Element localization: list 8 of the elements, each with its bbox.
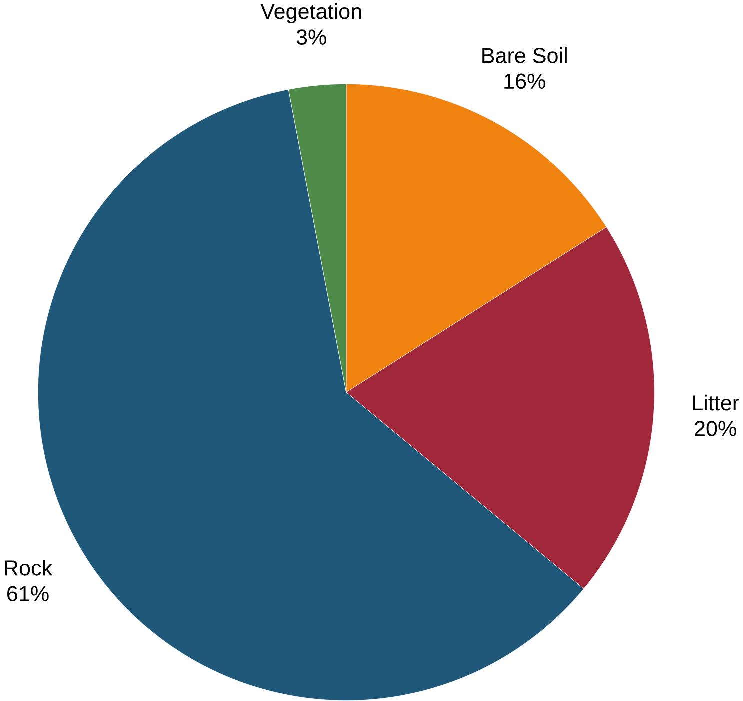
data-label: 3% [296, 30, 326, 45]
data-label: 16% [504, 74, 546, 90]
data-label: 61% [8, 586, 49, 602]
slice-label: Bare Soil [482, 48, 567, 64]
slice-label: Litter [693, 394, 740, 411]
data-label: 20% [695, 421, 736, 436]
slice-label: Vegetation [260, 3, 362, 24]
slice-label: Rock [5, 560, 53, 576]
